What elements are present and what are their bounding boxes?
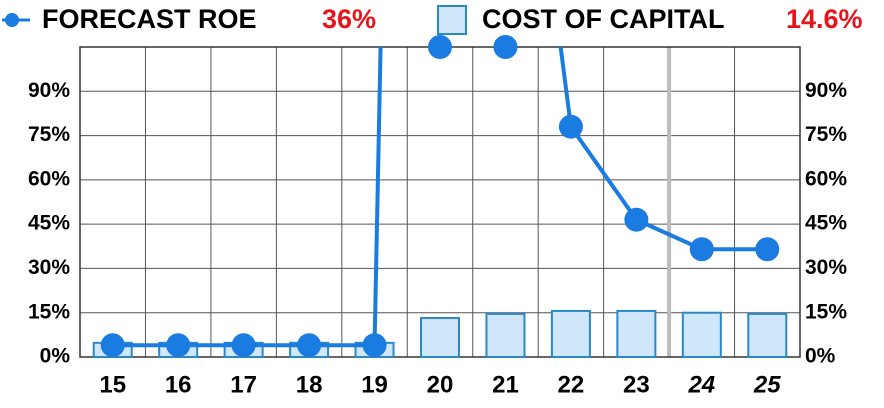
- bar: [747, 312, 788, 358]
- x-tick-label: 19: [361, 371, 388, 398]
- x-tick-label: 20: [427, 371, 454, 398]
- x-tick-label: 23: [623, 371, 650, 398]
- line: [112, 47, 768, 348]
- x-tick-label: 15: [99, 371, 126, 398]
- point: [297, 333, 322, 358]
- bar: [681, 311, 722, 359]
- point: [624, 207, 649, 232]
- point: [493, 35, 518, 59]
- point: [428, 35, 452, 59]
- y-tick-label: 75%: [805, 123, 847, 146]
- point: [231, 333, 256, 358]
- legend-label: COST OF CAPITAL: [482, 4, 725, 34]
- x-tick-label: 16: [165, 371, 192, 398]
- y-tick-label: 45%: [805, 212, 847, 235]
- bar: [616, 309, 657, 359]
- point: [558, 114, 583, 139]
- y-tick-label: 30%: [805, 256, 847, 279]
- legend-dot: [5, 13, 19, 27]
- x-tick-label: 24: [687, 371, 715, 398]
- y-tick-label: 45%: [28, 212, 70, 235]
- y-tick-label: 0%: [40, 345, 71, 368]
- y-tick-label: 15%: [805, 300, 847, 323]
- y-tick-label: 75%: [28, 123, 70, 146]
- y-tick-label: 90%: [805, 79, 847, 102]
- point: [100, 333, 125, 358]
- y-tick-label: 90%: [28, 79, 70, 102]
- x-tick-label: 17: [230, 371, 257, 398]
- y-tick-label: 60%: [28, 167, 70, 190]
- legend-swatch: [437, 5, 467, 35]
- point: [362, 333, 387, 358]
- y-tick-label: 60%: [805, 167, 847, 190]
- point: [755, 237, 780, 262]
- point: [689, 237, 714, 262]
- y-tick-label: 0%: [805, 345, 836, 368]
- point: [166, 333, 191, 358]
- x-tick-label: 21: [492, 371, 519, 398]
- x-tick-label: 22: [558, 371, 585, 398]
- y-tick-label: 15%: [28, 300, 70, 323]
- legend-value: 36%: [322, 4, 376, 34]
- legend-value: 14.6%: [786, 4, 863, 34]
- x-tick-label: 18: [296, 371, 323, 398]
- legend-label: FORECAST ROE: [42, 4, 257, 34]
- bar: [420, 317, 460, 358]
- x-tick-label: 25: [753, 371, 781, 398]
- bar: [485, 312, 526, 358]
- y-tick-label: 30%: [28, 256, 70, 279]
- bar: [550, 309, 591, 359]
